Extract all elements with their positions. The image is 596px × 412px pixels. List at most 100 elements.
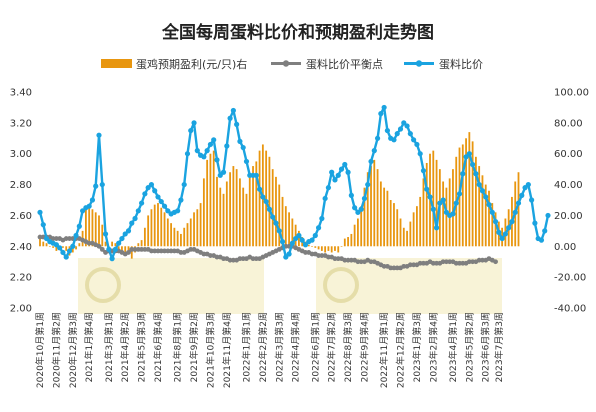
profit-bar [137,243,140,247]
ratio-point [279,239,286,245]
profit-bar [222,193,225,247]
profit-bar [517,172,520,247]
profit-bar [363,187,366,247]
x-tick-label: 2022年11月第1周 [378,312,390,388]
x-tick-label: 2022年3月第3周 [273,312,285,382]
ratio-point [237,138,243,144]
chart-title: 全国每周蛋料比价和预期盈利走势图 [161,22,434,43]
x-tick-label: 2021年6月第4周 [152,312,164,382]
x-tick-label: 2020年11月第2周 [50,312,62,388]
profit-bar [78,243,81,247]
ratio-point [302,242,309,248]
profit-bar [389,200,392,247]
profit-bar [425,162,428,247]
ratio-point [483,194,489,200]
ratio-point [361,195,368,202]
ratio-point [470,161,476,168]
x-tick-label: 2022年12月第2周 [395,312,407,388]
ratio-point [492,219,499,225]
balance-point [126,250,131,255]
profit-bar [442,181,445,247]
ratio-point [496,229,502,235]
legend-swatch-profit [101,59,132,68]
profit-bar [320,246,323,251]
x-tick-label: 2023年2月第4周 [427,312,439,382]
ratio-point [66,248,73,254]
profit-bar [94,212,97,247]
ratio-point [381,104,387,111]
profit-bar [212,150,215,247]
left-tick-label: 3.40 [10,88,32,99]
ratio-point [109,256,115,262]
ratio-point [73,232,79,239]
profit-bar [84,207,87,247]
profit-bar [193,212,195,247]
profit-bar [101,224,104,247]
profit-bar [291,218,294,247]
profit-bar [452,169,454,247]
profit-bar [160,207,163,247]
profit-bar [350,233,353,247]
profit-bar [307,244,310,247]
ratio-point [456,191,463,197]
profit-bar [140,240,143,247]
legend: 蛋鸡预期盈利(元/只)右 蛋料比价平衡点 蛋料比价 [101,57,483,71]
profit-bar [396,209,399,247]
ratio-point [211,137,217,143]
ratio-point [315,225,322,231]
ratio-point [427,194,433,200]
profit-bar [376,169,379,247]
ratio-point [194,148,200,154]
ratio-point [289,240,295,246]
ratio-point [224,143,230,149]
profit-bar [484,184,487,247]
profit-bar [465,138,467,247]
profit-bar [416,206,418,247]
profit-bar [317,246,320,250]
profit-bar [474,156,477,247]
ratio-point [374,135,381,141]
profit-bar [448,178,451,247]
x-tick-label: 2023年1月第3周 [411,312,423,382]
profit-bar [314,246,317,248]
profit-bar [114,243,117,247]
ratio-point [522,185,528,191]
ratio-point [178,197,184,203]
ratio-point [440,197,446,203]
profit-bar [311,246,313,247]
ratio-point [437,200,443,206]
ratio-point [273,220,279,226]
ratio-point [460,171,466,177]
left-tick-label: 2.00 [10,304,32,315]
ratio-point [532,220,538,226]
legend-label-ratio: 蛋料比价 [439,57,483,71]
profit-bar [189,218,192,247]
profit-bar [216,176,218,247]
ratio-point [266,206,273,212]
ratio-point [253,172,259,178]
x-tick-label: 2021年4月第2周 [119,312,131,382]
profit-bar [281,196,284,247]
ratio-point [89,197,96,203]
profit-bar [468,132,471,247]
profit-bar [153,204,156,247]
ratio-point [175,208,181,214]
profit-bar [62,246,64,248]
ratio-point [430,206,436,212]
profit-bar [186,223,189,247]
ratio-point [116,240,122,246]
ratio-point [479,188,486,194]
ratio-point [135,208,141,214]
profit-bars [39,132,520,259]
ratio-point [57,245,63,251]
profit-bar [45,243,48,247]
profit-bar [157,203,159,247]
profit-bar [327,246,330,251]
profit-bar [252,166,254,247]
profit-bar [488,190,490,247]
profit-bar [340,246,343,247]
x-tick-label: 2022年6月第1周 [309,312,321,382]
profit-bar [366,172,369,247]
ratio-point [525,181,531,188]
